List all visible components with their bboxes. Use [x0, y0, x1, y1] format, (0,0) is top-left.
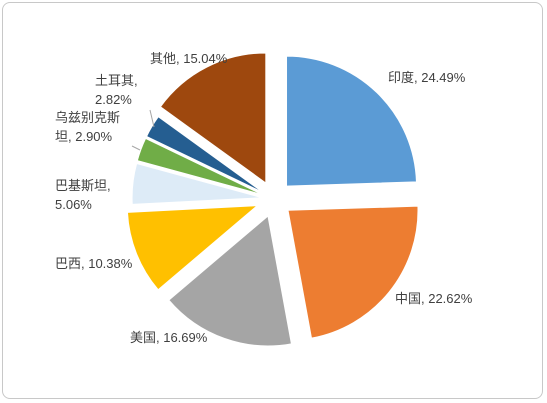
slice-label-4: 巴基斯坦, 5.06%: [55, 178, 111, 212]
slice-label-7: 其他, 15.04%: [150, 51, 228, 66]
pie-slice-0: [286, 55, 417, 187]
pie-slice-7: [159, 52, 267, 184]
pie-slice-1: [287, 205, 419, 339]
slice-label-6: 土耳其, 2.82%: [95, 73, 138, 107]
slice-label-3: 巴西, 10.38%: [55, 256, 133, 271]
slice-label-1: 中国, 22.62%: [395, 291, 473, 306]
pie-slice-3: [126, 205, 259, 291]
slice-label-0: 印度, 24.49%: [388, 70, 466, 85]
leader-line-5: [131, 145, 141, 151]
pie-slice-4: [131, 162, 263, 205]
slice-label-2: 美国, 16.69%: [130, 330, 208, 345]
pie-slice-2: [168, 215, 293, 347]
pie-slice-6: [145, 116, 264, 194]
leader-line-6: [149, 109, 155, 128]
slice-label-5: 乌兹别克斯坦, 2.90%: [55, 110, 120, 144]
pie-slice-5: [136, 137, 263, 196]
